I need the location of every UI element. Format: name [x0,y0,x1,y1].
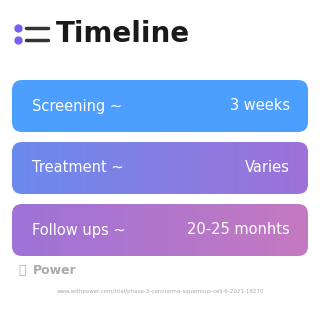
Text: 20-25 monhts: 20-25 monhts [187,222,290,237]
Text: Screening ~: Screening ~ [32,98,122,113]
Text: 3 weeks: 3 weeks [230,98,290,113]
Text: Power: Power [33,264,77,277]
Text: Varies: Varies [245,161,290,176]
Text: ⛶: ⛶ [18,264,26,277]
Text: Timeline: Timeline [56,20,190,48]
Text: Follow ups ~: Follow ups ~ [32,222,126,237]
Text: Treatment ~: Treatment ~ [32,161,124,176]
Text: www.withpower.com/trial/phase-3-carcinoma-squamous-cell-6-2021-18270: www.withpower.com/trial/phase-3-carcinom… [56,289,264,295]
